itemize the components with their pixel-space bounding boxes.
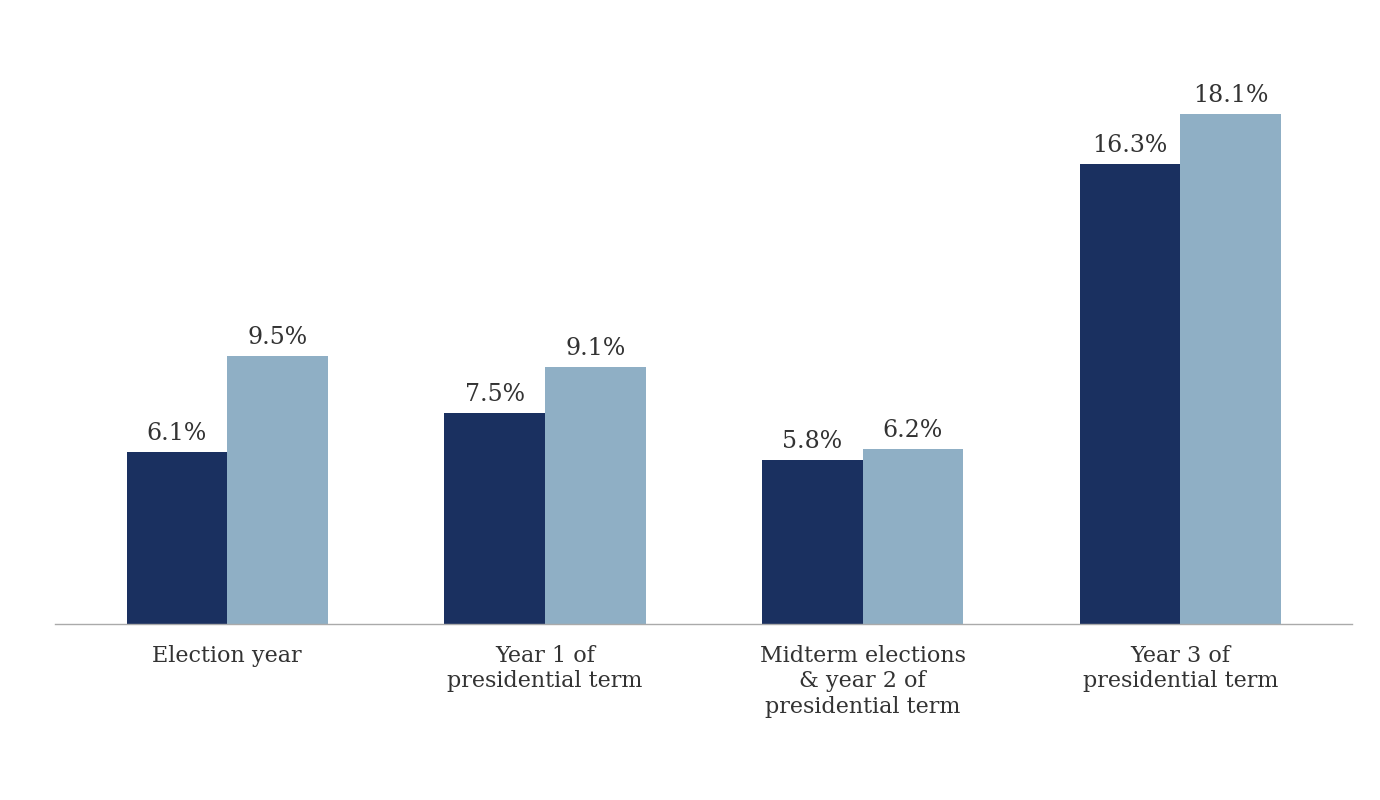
Text: 16.3%: 16.3%: [1093, 134, 1167, 158]
Text: 6.1%: 6.1%: [146, 422, 207, 445]
Text: 5.8%: 5.8%: [782, 430, 842, 454]
Bar: [444, 413, 545, 624]
Text: 18.1%: 18.1%: [1192, 84, 1268, 106]
Text: 9.1%: 9.1%: [566, 338, 625, 361]
Bar: [127, 452, 228, 624]
Text: 7.5%: 7.5%: [465, 382, 524, 406]
Bar: [545, 367, 646, 624]
Text: 9.5%: 9.5%: [247, 326, 308, 349]
Text: 6.2%: 6.2%: [883, 419, 943, 442]
Bar: [1079, 165, 1180, 624]
Bar: [862, 450, 963, 624]
Bar: [228, 356, 328, 624]
Bar: [762, 461, 862, 624]
Bar: [1180, 114, 1281, 624]
